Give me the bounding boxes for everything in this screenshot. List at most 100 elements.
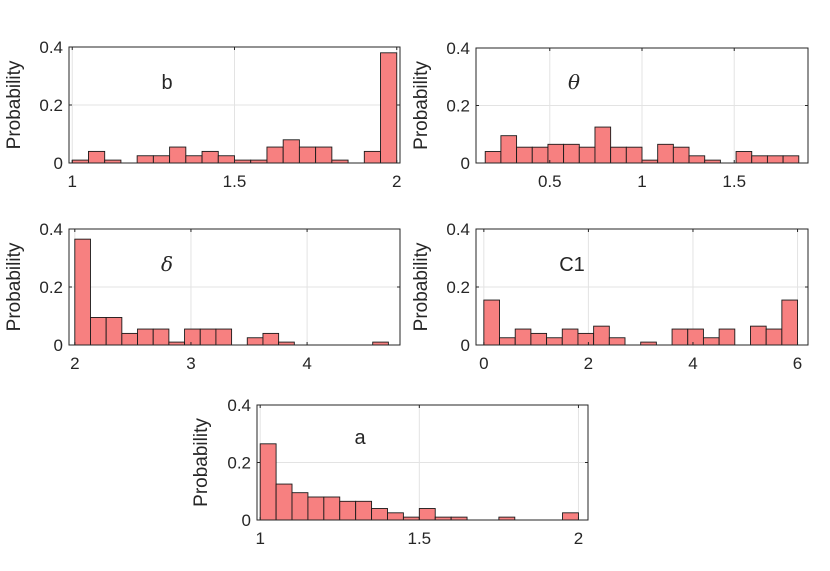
- panel-theta-histogram: 0.5 1 1.5 0 0.2 0.4 Probability θ: [411, 39, 809, 191]
- y-tick-label: 0.2: [446, 97, 470, 116]
- panel-title: b: [161, 72, 172, 94]
- histogram-bar: [672, 146, 690, 164]
- histogram-bar: [371, 508, 388, 521]
- panel-c1-histogram: 0 2 4 6 0 0.2 0.4 Probability C1: [411, 220, 809, 373]
- x-tick-label: 1: [68, 172, 77, 191]
- histogram-bar: [610, 146, 627, 164]
- x-tick-label: 1.5: [407, 529, 431, 548]
- histogram-bar: [594, 126, 612, 164]
- histogram-bar: [152, 328, 170, 346]
- histogram-bar: [387, 512, 404, 521]
- histogram-bar: [262, 332, 280, 346]
- histogram-bar: [578, 146, 596, 164]
- y-tick-label: 0.4: [446, 39, 470, 58]
- histogram-bar: [671, 328, 689, 346]
- histogram-bar: [735, 151, 753, 164]
- y-tick-label: 0: [54, 154, 63, 173]
- y-axis-label: Probability: [411, 61, 432, 150]
- histogram-bar: [121, 332, 138, 346]
- y-tick-label: 0.4: [446, 220, 470, 239]
- histogram-bar: [766, 155, 784, 164]
- panel-title: C1: [559, 254, 585, 276]
- panel-b-histogram: 1 1.5 2 0 0.2 0.4 Probability b: [4, 38, 401, 191]
- histogram-bar: [418, 508, 436, 521]
- y-tick-label: 0: [242, 511, 251, 530]
- histogram-bar: [217, 155, 235, 164]
- histogram-bar: [702, 337, 720, 346]
- histogram-bar: [483, 299, 500, 346]
- y-tick-label: 0.2: [446, 278, 470, 297]
- histogram-bar: [355, 500, 373, 521]
- histogram-bar: [547, 143, 565, 164]
- histogram-bar: [687, 328, 704, 346]
- histogram-bar: [246, 337, 264, 346]
- histogram-bar: [608, 337, 626, 346]
- histogram-bar: [577, 332, 595, 346]
- y-tick-label: 0: [54, 336, 63, 355]
- histogram-bar: [562, 512, 579, 521]
- histogram-bar: [499, 337, 516, 346]
- histogram-bar: [298, 146, 317, 164]
- histogram-bar: [185, 155, 203, 164]
- histogram-bar: [765, 328, 783, 346]
- x-tick-label: 3: [186, 354, 195, 373]
- histogram-bar: [484, 151, 502, 164]
- histogram-bar: [718, 328, 736, 346]
- histogram-bar: [339, 500, 357, 521]
- histogram-bar: [500, 135, 518, 164]
- x-tick-label: 1: [637, 172, 646, 191]
- x-tick-label: 2: [574, 529, 583, 548]
- y-axis-label: Probability: [4, 60, 25, 149]
- histogram-bar: [516, 146, 533, 164]
- histogram-bar: [657, 143, 674, 164]
- histogram-bar: [152, 155, 171, 164]
- y-tick-label: 0.4: [39, 38, 63, 57]
- x-tick-label: 2: [584, 354, 593, 373]
- y-axis-label: Probability: [4, 242, 25, 331]
- histogram-bar: [259, 443, 277, 521]
- histogram-bar: [275, 483, 293, 521]
- histogram-bar: [563, 143, 580, 164]
- x-tick-label: 1.5: [722, 172, 746, 191]
- histogram-bar: [593, 325, 610, 346]
- y-tick-label: 0.4: [227, 396, 251, 415]
- histogram-bar: [363, 150, 381, 164]
- x-tick-label: 4: [688, 354, 697, 373]
- histogram-bar: [380, 52, 398, 164]
- panel-title: δ: [161, 252, 173, 276]
- y-tick-label: 0.2: [227, 454, 251, 473]
- x-tick-label: 0.5: [538, 172, 562, 191]
- y-tick-label: 0.2: [39, 96, 63, 115]
- histogram-bar: [561, 328, 579, 346]
- x-tick-label: 1: [255, 529, 264, 548]
- histogram-bar: [137, 328, 154, 346]
- histogram-bar: [215, 328, 233, 346]
- histogram-bar: [315, 146, 333, 164]
- histogram-bar: [625, 146, 643, 164]
- histogram-bar: [688, 155, 706, 164]
- histogram-bar: [266, 146, 284, 164]
- histogram-bar: [323, 496, 341, 521]
- histogram-bar: [90, 317, 107, 346]
- histogram-bar: [184, 328, 201, 346]
- histogram-bar: [74, 238, 91, 346]
- histogram-bar: [546, 337, 563, 346]
- x-tick-label: 2: [70, 354, 79, 373]
- histogram-bar: [199, 328, 217, 346]
- histogram-bar: [282, 139, 300, 164]
- histogram-bar: [291, 492, 309, 521]
- panel-title: θ: [568, 70, 580, 94]
- histogram-bar: [531, 146, 549, 164]
- y-axis-label: Probability: [191, 418, 212, 507]
- x-tick-label: 1.5: [223, 172, 247, 191]
- histogram-bar: [169, 146, 187, 164]
- histogram-bar: [88, 150, 106, 164]
- histogram-bar: [307, 496, 325, 521]
- histogram-bar: [201, 150, 219, 164]
- y-tick-label: 0.2: [39, 278, 63, 297]
- histogram-bar: [750, 325, 767, 346]
- panel-a-histogram: 1 1.5 2 0 0.2 0.4 Probability a: [191, 396, 589, 548]
- histogram-bar: [105, 317, 123, 346]
- histogram-bar: [514, 328, 532, 346]
